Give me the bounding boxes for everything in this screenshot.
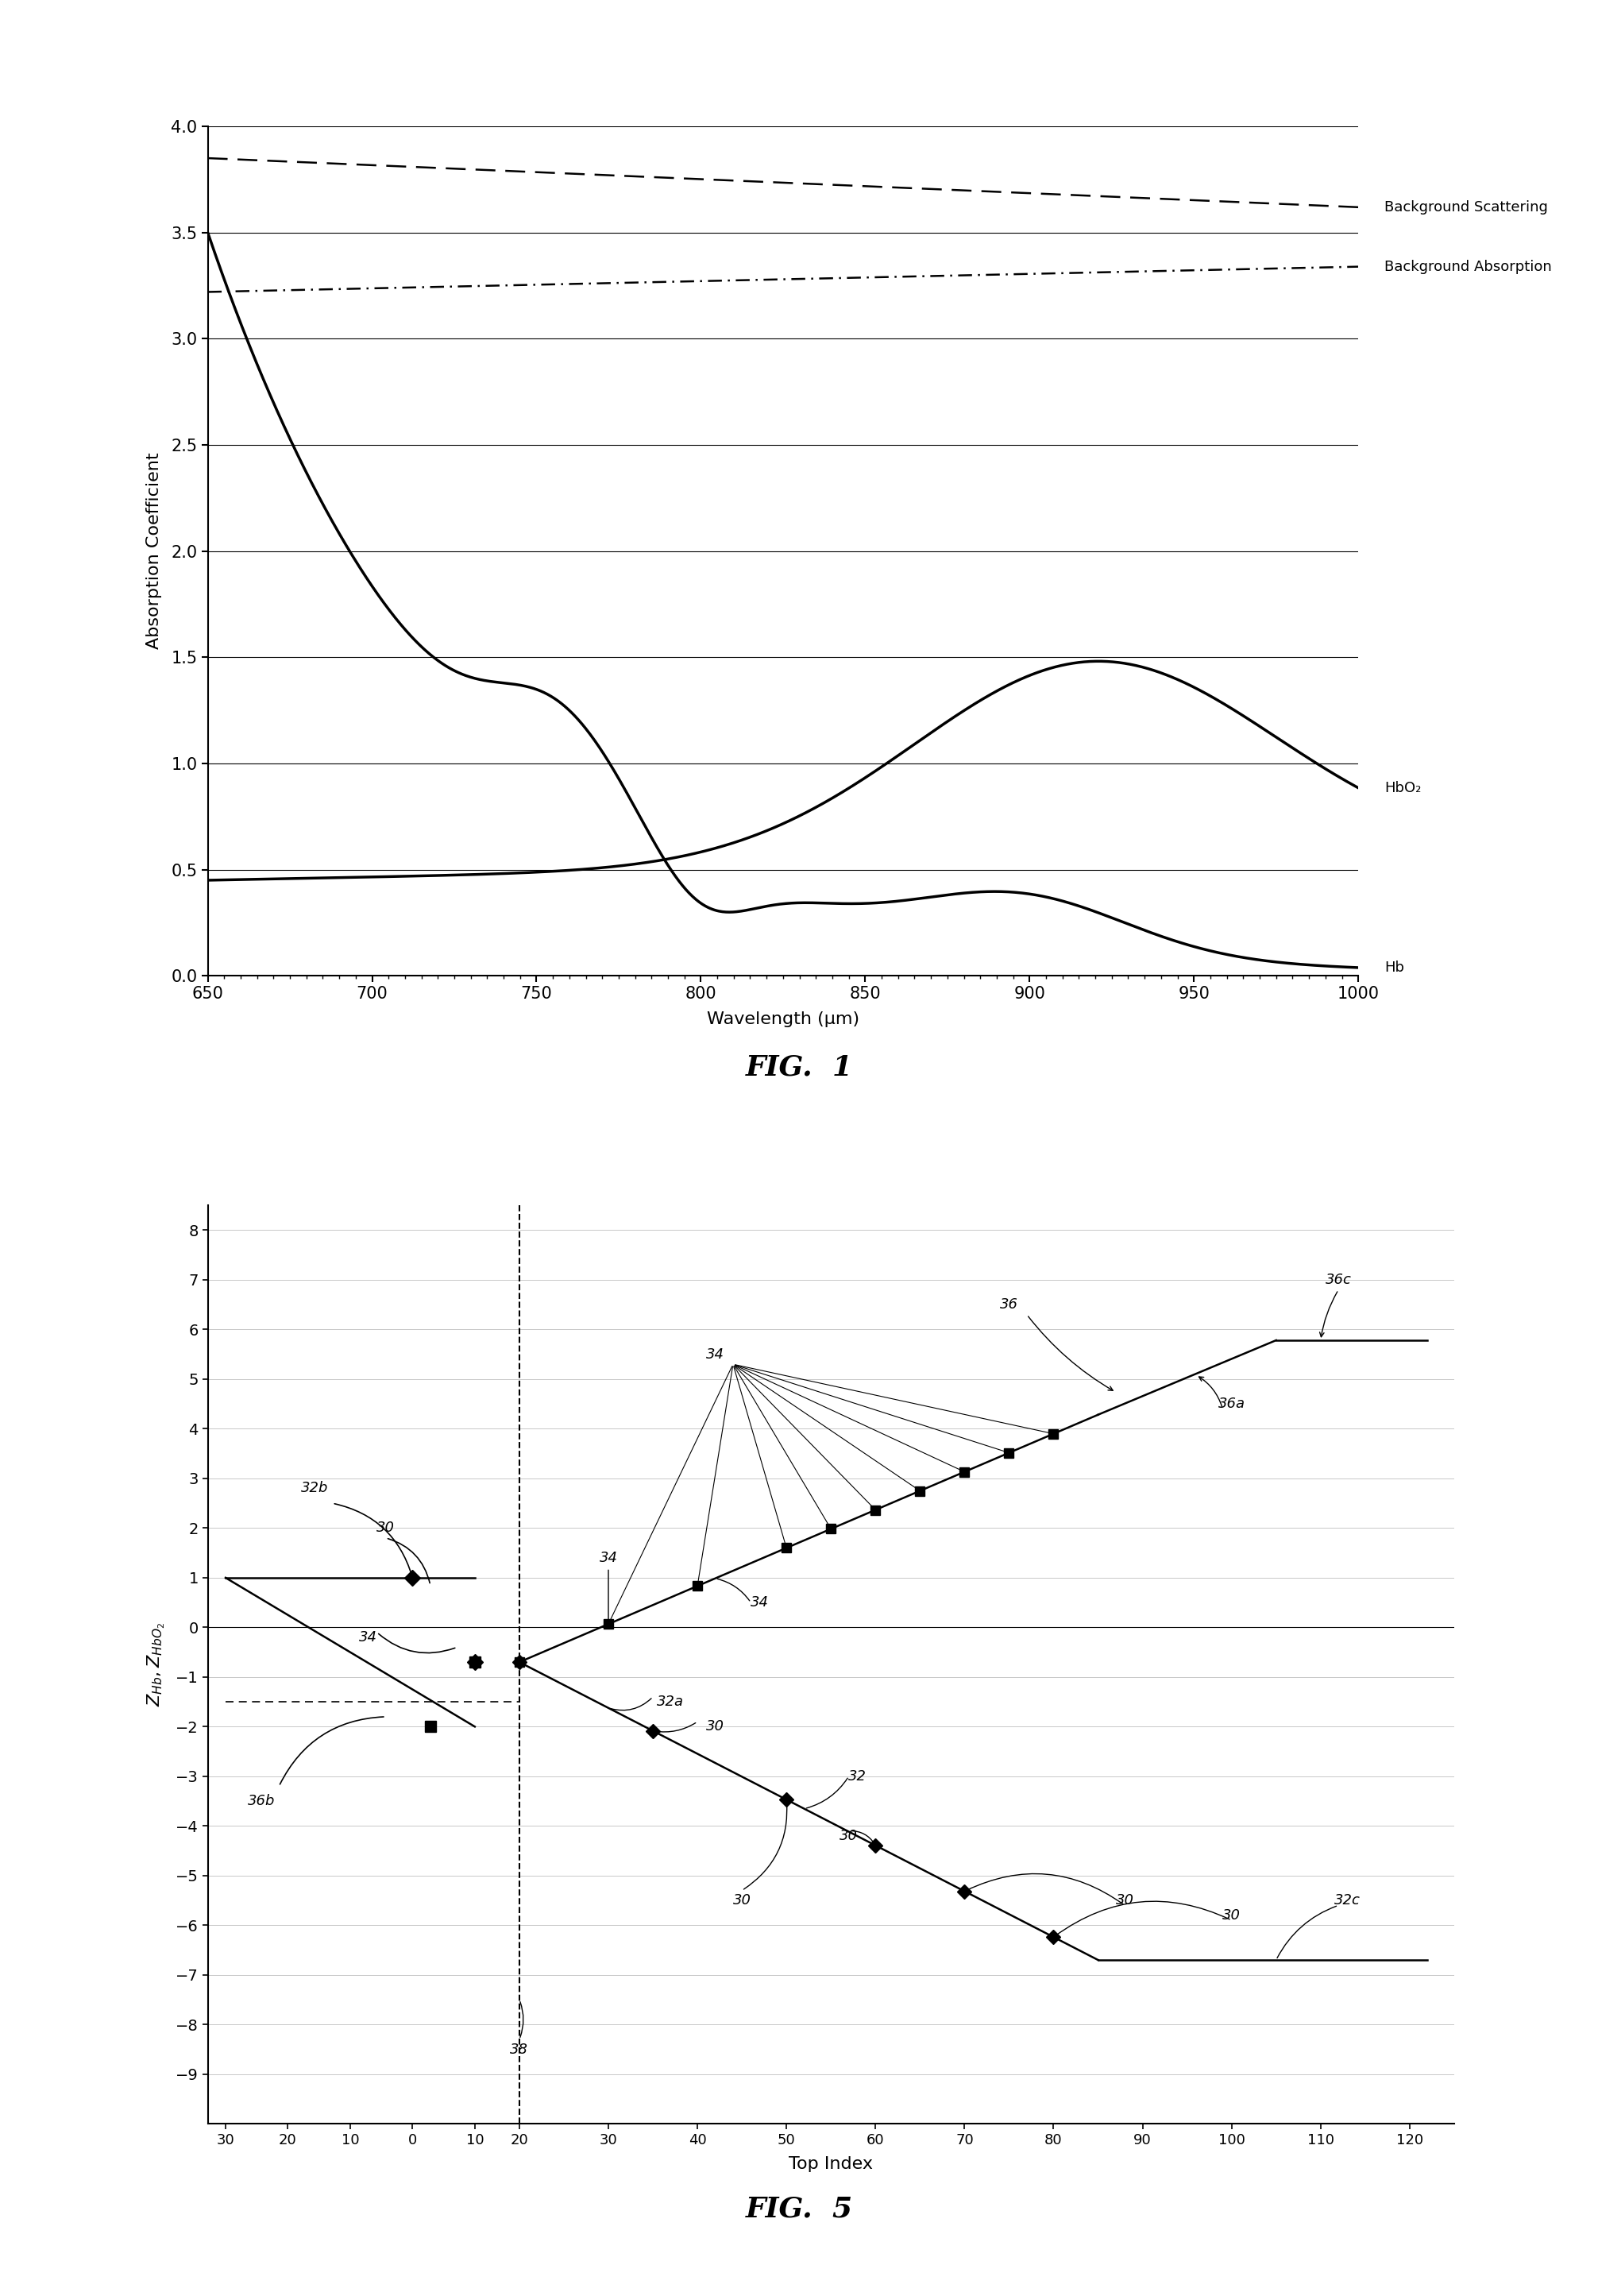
Y-axis label: $Z_{Hb}, Z_{HbO_2}$: $Z_{Hb}, Z_{HbO_2}$ <box>145 1623 166 1706</box>
Text: 32b: 32b <box>300 1481 328 1495</box>
Text: Background Scattering: Background Scattering <box>1384 200 1548 214</box>
Text: 34: 34 <box>706 1348 724 1362</box>
Text: 38: 38 <box>510 2041 529 2057</box>
Text: 36b: 36b <box>248 1793 275 1809</box>
Text: 36c: 36c <box>1325 1272 1352 1288</box>
X-axis label: Wavelength (μm): Wavelength (μm) <box>706 1010 860 1026</box>
Text: 30: 30 <box>1115 1894 1135 1908</box>
Text: Hb: Hb <box>1384 960 1405 976</box>
Text: FIG.  5: FIG. 5 <box>745 2195 853 2223</box>
X-axis label: Top Index: Top Index <box>789 2156 873 2172</box>
Text: 34: 34 <box>360 1630 377 1644</box>
Text: 30: 30 <box>1222 1908 1240 1922</box>
Text: FIG.  1: FIG. 1 <box>745 1054 853 1081</box>
Text: 32a: 32a <box>657 1694 684 1708</box>
Text: 36a: 36a <box>1218 1396 1245 1412</box>
Text: 32: 32 <box>849 1770 866 1784</box>
Text: HbO₂: HbO₂ <box>1384 781 1422 794</box>
Text: 36: 36 <box>1000 1297 1018 1311</box>
Text: 34: 34 <box>751 1596 769 1609</box>
Text: 34: 34 <box>599 1550 617 1566</box>
Text: 32c: 32c <box>1334 1894 1360 1908</box>
Text: 30: 30 <box>839 1828 858 1844</box>
Text: Background Absorption: Background Absorption <box>1384 259 1552 273</box>
Text: 30: 30 <box>377 1520 395 1536</box>
Text: 30: 30 <box>706 1720 724 1733</box>
Text: 30: 30 <box>733 1894 751 1908</box>
Y-axis label: Absorption Coefficient: Absorption Coefficient <box>147 452 161 650</box>
